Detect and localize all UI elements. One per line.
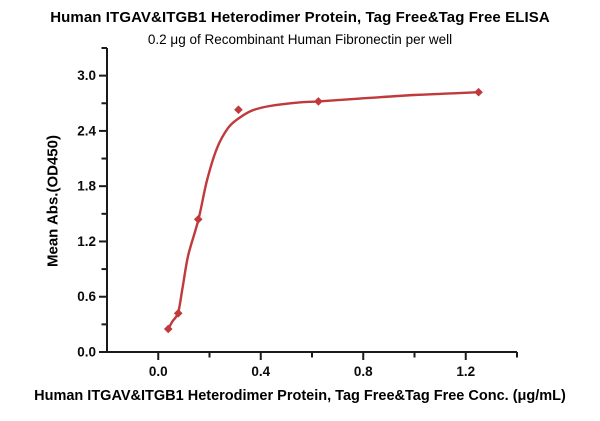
x-tick-label: 0.4: [251, 364, 270, 379]
data-point-marker: [193, 215, 203, 224]
y-tick-label: 2.4: [77, 123, 96, 138]
x-tick-label: 0.0: [149, 364, 168, 379]
data-point-marker: [163, 324, 173, 334]
data-point-marker: [314, 97, 323, 106]
data-point-marker: [234, 105, 243, 115]
data-point-marker: [173, 309, 183, 318]
data-point-marker: [474, 87, 483, 97]
x-axis-label: Human ITGAV&ITGB1 Heterodimer Protein, T…: [34, 388, 566, 404]
fit-curve: [167, 91, 480, 331]
y-tick-label: 3.0: [77, 68, 96, 83]
chart-title: Human ITGAV&ITGB1 Heterodimer Protein, T…: [50, 9, 550, 26]
chart-subtitle: 0.2 μg of Recombinant Human Fibronectin …: [147, 32, 453, 47]
x-tick-label: 0.8: [354, 364, 373, 379]
y-tick-label: 0.6: [77, 289, 96, 304]
y-tick-label: 1.2: [77, 234, 96, 249]
y-axis-label: Mean Abs.(OD450): [44, 135, 62, 267]
x-tick-label: 1.2: [456, 364, 475, 379]
y-tick-label: 1.8: [77, 179, 96, 194]
y-tick-label: 0.0: [77, 345, 96, 360]
